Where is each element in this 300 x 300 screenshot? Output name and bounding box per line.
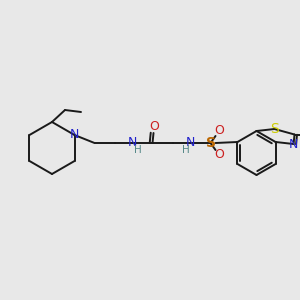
Text: N: N — [128, 136, 137, 149]
Text: O: O — [214, 148, 224, 161]
Text: O: O — [214, 124, 224, 137]
Text: N: N — [70, 128, 79, 142]
Text: N: N — [289, 137, 298, 151]
Text: O: O — [150, 121, 160, 134]
Text: H: H — [134, 145, 141, 155]
Text: S: S — [270, 122, 279, 136]
Text: H: H — [182, 145, 189, 155]
Text: N: N — [186, 136, 195, 149]
Text: S: S — [206, 136, 215, 150]
